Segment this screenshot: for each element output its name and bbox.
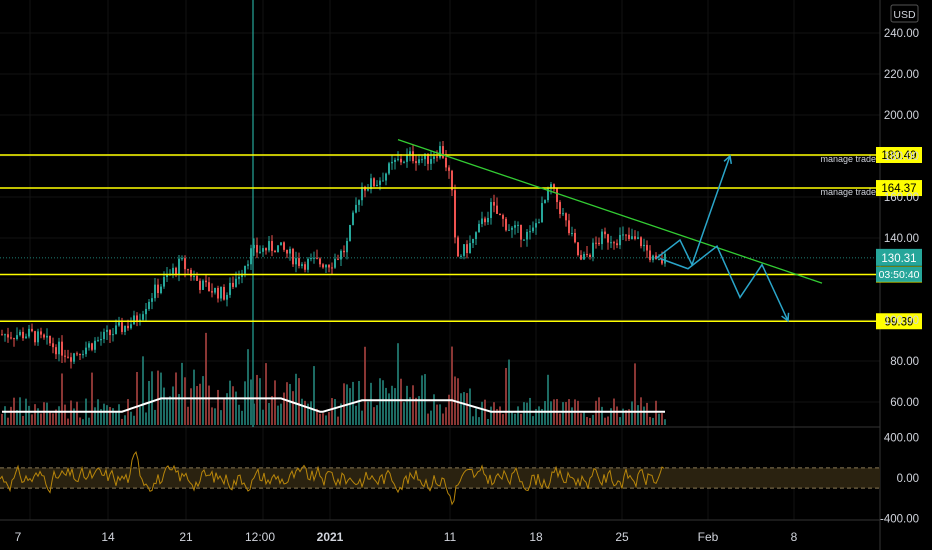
level-price-label: 164.37 — [881, 183, 916, 195]
price-tick-label: 180.00 — [884, 151, 919, 163]
price-tick-label: 140.00 — [884, 233, 919, 245]
price-tick-label: 100.00 — [884, 315, 919, 327]
price-tick-label: 200.00 — [884, 110, 919, 122]
time-tick-label: 21 — [179, 530, 193, 544]
oscillator-tick-label: -400.00 — [880, 513, 919, 525]
level-price-tag — [876, 313, 922, 330]
trendline[interactable] — [397, 138, 823, 284]
time-axis[interactable]: 7 14 21 12:00 2021 11 18 25 Feb 8 — [15, 530, 798, 544]
time-tick-label: 8 — [791, 530, 798, 544]
price-tick-label: 240.00 — [884, 28, 919, 40]
time-tick-label: 18 — [529, 530, 543, 544]
oscillator-tick-label: 400.00 — [884, 433, 919, 445]
currency-button[interactable]: USD — [890, 4, 919, 23]
level-price-tag — [876, 146, 922, 163]
candles — [1, 141, 666, 369]
countdown-badge — [876, 266, 922, 282]
price-axis[interactable]: 240.00 220.00 200.00 180.00 160.00 140.00 100.… — [876, 28, 922, 525]
projection-path-up[interactable] — [655, 155, 731, 267]
projection-arrowheads — [723, 154, 790, 323]
time-tick-label: 25 — [615, 530, 629, 544]
projection-path-down[interactable] — [659, 245, 789, 322]
level-price-label: 180.49 — [881, 150, 916, 162]
level-price-label: 99.39 — [885, 316, 914, 328]
price-tick-label: 60.00 — [890, 397, 919, 409]
time-tick-label: 12:00 — [245, 530, 275, 544]
level-annotation: manage trade — [820, 154, 876, 164]
price-tick-label: 80.00 — [890, 356, 919, 368]
time-tick-label: 7 — [15, 530, 22, 544]
last-price-label: 130.31 — [881, 253, 916, 265]
last-price-badge — [876, 248, 922, 266]
countdown-label: 03:50:40 — [879, 269, 920, 281]
level-annotation: manage trade — [820, 187, 876, 197]
volume-moving-average — [2, 397, 665, 413]
price-tick-label: 220.00 — [884, 69, 919, 81]
time-tick-label: 14 — [101, 530, 115, 544]
time-tick-label: Feb — [698, 530, 719, 544]
time-tick-label: 11 — [444, 530, 457, 544]
time-tick-label: 2021 — [317, 530, 344, 544]
oscillator-pane — [0, 451, 880, 506]
oscillator-tick-label: 0.00 — [897, 473, 919, 485]
level-price-tag — [876, 180, 922, 197]
currency-label: USD — [893, 9, 916, 21]
price-tick-label: 160.00 — [884, 192, 919, 204]
